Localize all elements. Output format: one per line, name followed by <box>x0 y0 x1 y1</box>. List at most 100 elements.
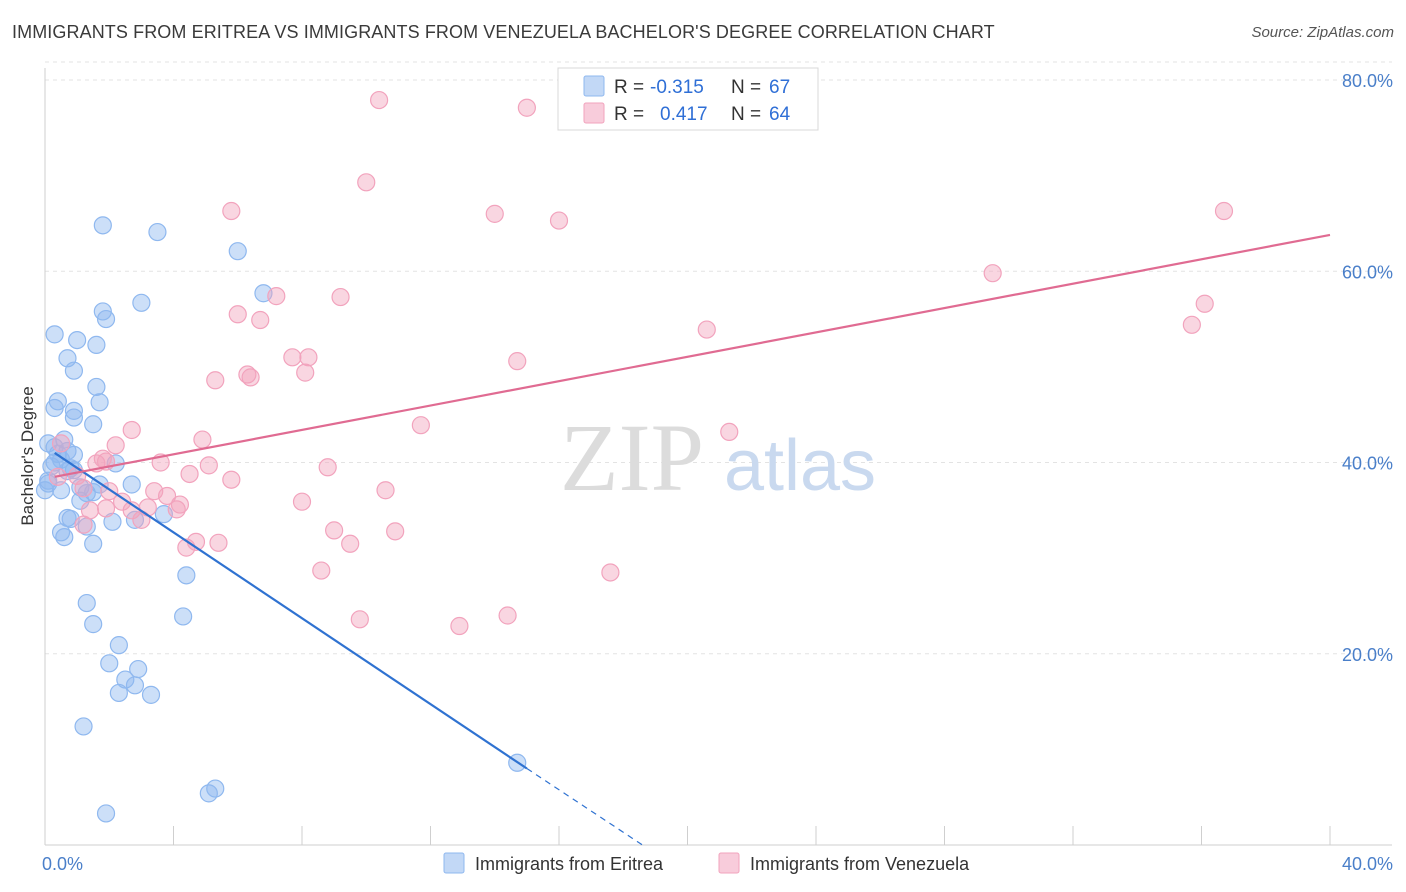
point-venezuela-63 <box>138 498 157 517</box>
point-venezuela-9 <box>267 287 286 306</box>
legend-n-value-venezuela: 64 <box>769 104 791 125</box>
trend-line-extension-eritrea <box>526 767 643 846</box>
point-venezuela-23 <box>720 422 739 441</box>
y-tick-label-1: 40.0% <box>1342 454 1393 474</box>
legend-n-value-eritrea: 67 <box>769 77 790 98</box>
point-venezuela-32 <box>199 456 218 475</box>
point-venezuela-20 <box>296 363 315 382</box>
point-venezuela-15 <box>283 348 302 367</box>
x-tick-label-1: 40.0% <box>1342 854 1393 874</box>
legend-n-label-1: N = <box>731 77 761 98</box>
point-eritrea-2 <box>228 242 247 261</box>
point-eritrea-38 <box>84 483 103 502</box>
point-venezuela-61 <box>498 606 517 625</box>
point-eritrea-8 <box>68 331 87 350</box>
point-venezuela-11 <box>228 305 247 324</box>
point-venezuela-52 <box>386 522 405 541</box>
watermark-zip: ZIP <box>560 404 704 511</box>
point-eritrea-6 <box>96 309 116 329</box>
point-eritrea-18 <box>84 415 103 434</box>
point-eritrea-60 <box>109 683 128 703</box>
point-eritrea-35 <box>122 475 141 494</box>
point-venezuela-44 <box>292 492 312 511</box>
bottom-legend-swatch-venezuela <box>718 852 740 874</box>
point-eritrea-53 <box>174 607 193 626</box>
point-venezuela-42 <box>376 481 395 500</box>
point-venezuela-57 <box>601 563 620 582</box>
point-venezuela-8 <box>331 287 350 307</box>
legend-swatch-eritrea <box>583 75 605 97</box>
point-eritrea-4 <box>132 293 151 312</box>
point-venezuela-24 <box>122 420 141 440</box>
point-venezuela-14 <box>697 320 716 339</box>
point-venezuela-6 <box>1214 201 1234 221</box>
point-eritrea-15 <box>45 398 64 418</box>
point-venezuela-62 <box>96 499 116 518</box>
point-eritrea-52 <box>77 593 96 613</box>
point-venezuela-35 <box>222 470 241 489</box>
y-tick-label-2: 60.0% <box>1342 262 1393 282</box>
point-venezuela-26 <box>51 434 71 453</box>
point-venezuela-5 <box>549 211 569 230</box>
point-eritrea-66 <box>96 804 116 823</box>
point-eritrea-1 <box>148 222 167 242</box>
point-eritrea-12 <box>87 377 106 397</box>
bottom-legend-eritrea: Immigrants from Eritrea <box>475 854 664 874</box>
bottom-legend-swatch-eritrea <box>443 852 465 874</box>
point-venezuela-18 <box>238 365 257 384</box>
point-eritrea-11 <box>64 361 84 380</box>
point-venezuela-21 <box>206 371 225 390</box>
legend-r-value-eritrea: -0.315 <box>650 77 704 98</box>
point-venezuela-22 <box>411 416 430 435</box>
point-eritrea-56 <box>100 654 119 673</box>
point-venezuela-25 <box>193 430 212 449</box>
point-eritrea-51 <box>177 566 196 585</box>
point-eritrea-45 <box>125 510 145 529</box>
point-eritrea-9 <box>87 335 106 354</box>
bottom-legend-venezuela: Immigrants from Venezuela <box>750 854 970 874</box>
axes: 20.0% 40.0% 60.0% 80.0% 0.0% 40.0% <box>42 68 1393 874</box>
point-venezuela-7 <box>983 264 1002 283</box>
point-venezuela-10 <box>1195 294 1214 313</box>
point-venezuela-58 <box>312 561 331 580</box>
point-eritrea-55 <box>109 636 128 655</box>
point-venezuela-38 <box>74 479 93 498</box>
x-tick-label-0: 0.0% <box>42 854 83 874</box>
point-venezuela-41 <box>157 486 177 506</box>
point-venezuela-27 <box>106 436 125 455</box>
point-venezuela-19 <box>241 368 260 387</box>
point-eritrea-62 <box>74 717 93 736</box>
bottom-legend: Immigrants from Eritrea Immigrants from … <box>443 852 970 874</box>
legend-n-label-2: N = <box>731 104 761 125</box>
point-eritrea-54 <box>84 615 103 634</box>
watermark-atlas: atlas <box>724 426 876 506</box>
point-venezuela-46 <box>167 500 186 519</box>
point-eritrea-7 <box>45 325 64 344</box>
point-venezuela-59 <box>350 610 369 629</box>
y-tick-label-3: 80.0% <box>1342 71 1393 91</box>
y-axis-label: Bachelor's Degree <box>18 386 37 525</box>
y-tick-label-0: 20.0% <box>1342 645 1393 665</box>
grid-lines <box>45 61 1392 655</box>
trend-line-venezuela <box>54 233 1331 478</box>
point-venezuela-1 <box>517 98 536 117</box>
point-venezuela-51 <box>325 521 344 540</box>
chart-title: IMMIGRANTS FROM ERITREA VS IMMIGRANTS FR… <box>12 22 995 42</box>
legend-r-label-1: R = <box>614 77 644 98</box>
trend-lines <box>54 233 1331 846</box>
data-points <box>35 90 1234 823</box>
point-venezuela-13 <box>1182 315 1201 334</box>
point-venezuela-33 <box>318 458 337 477</box>
point-venezuela-16 <box>299 348 318 367</box>
point-eritrea-14 <box>90 393 109 412</box>
point-eritrea-16 <box>64 401 84 420</box>
point-venezuela-34 <box>180 464 199 484</box>
point-eritrea-50 <box>84 534 103 553</box>
point-eritrea-59 <box>125 676 145 695</box>
point-eritrea-39 <box>51 481 71 500</box>
chart-source: Source: ZipAtlas.com <box>1251 24 1394 41</box>
point-venezuela-3 <box>222 201 241 221</box>
point-venezuela-4 <box>485 204 504 223</box>
point-eritrea-49 <box>55 527 74 547</box>
